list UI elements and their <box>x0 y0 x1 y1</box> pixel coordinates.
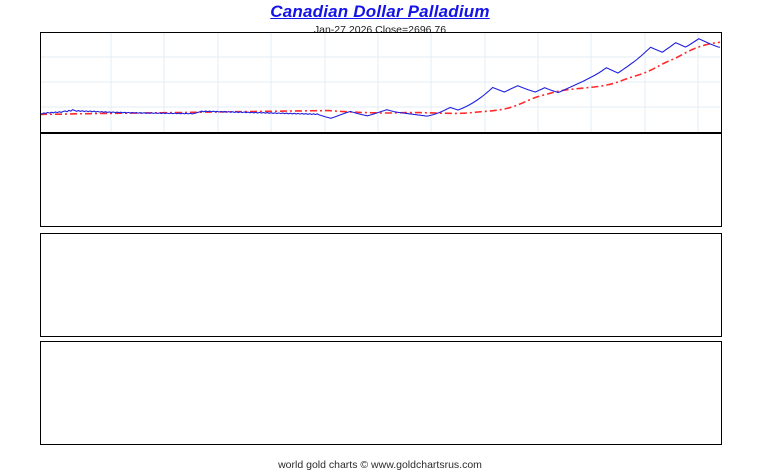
page-title: Canadian Dollar Palladium <box>270 2 490 21</box>
price-panel <box>40 32 722 134</box>
footer-credit: world gold charts © www.goldchartsrus.co… <box>278 459 482 471</box>
x-axis-labels <box>40 444 720 458</box>
stochastic-panel <box>40 233 722 337</box>
rsi-panel <box>40 132 722 227</box>
chart-subtitle: Jan-27 2026 Close=2696.76 <box>313 24 447 36</box>
macd-panel <box>40 341 722 445</box>
stochastic-plot <box>40 233 720 335</box>
rsi-plot <box>40 132 720 225</box>
macd-plot <box>40 341 720 443</box>
price-plot <box>40 32 720 132</box>
